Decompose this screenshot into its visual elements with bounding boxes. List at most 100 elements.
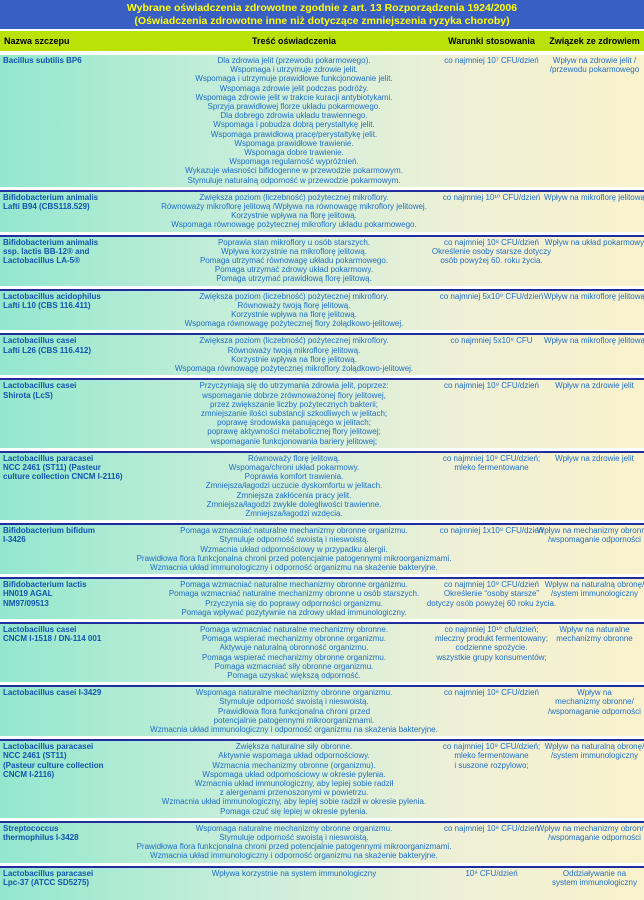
- column-header-claim: Treść oświadczenia: [251, 36, 337, 46]
- claim-line: Przyczyniają się do utrzymania zdrowia j…: [199, 381, 389, 391]
- relation-line: /wspomaganie odporności: [548, 706, 641, 716]
- claim-line: Wspomaga i utrzymuje prawidłowe funkcjon…: [195, 74, 393, 84]
- claims-cell: Przyczyniają się do utrzymania zdrowia j…: [150, 381, 438, 445]
- strain-line: CNCM I-1518 / DN-114 001: [3, 634, 102, 644]
- relation-line: Wpływ na zdrowie jelit: [555, 453, 634, 463]
- claims-cell: Zwiększa poziom (liczebność) pożytecznej…: [150, 292, 438, 329]
- condition-line: i suszone rozpylowo;: [454, 760, 529, 770]
- claim-line: Sprzyja prawidłowej florze układu pokarm…: [207, 102, 381, 112]
- table-row: Lactobacillus casei Shirota (LcS) Przyczy…: [0, 380, 644, 453]
- condition-line: Określenie “osoby starsze”: [443, 589, 540, 599]
- claim-line: Wspomaga zdrowie jelit w trakcie kuracji…: [195, 92, 393, 102]
- claim-line: Korzystnie wpływa na florę jelitową.: [231, 354, 357, 364]
- claim-line: zmniejszanie ilości substancji szkodliwy…: [200, 408, 388, 418]
- relation-line: Wpływ na układ pokarmowy: [544, 237, 644, 247]
- condition-line: mleczny produkt fermentowany;: [435, 634, 548, 644]
- claims-cell: Pomaga wzmacniać naturalne mechanizmy ob…: [150, 625, 438, 680]
- claim-line: Wpływa korzystnie na system immunologicz…: [211, 868, 377, 878]
- relation-line: Oddziaływanie na: [562, 868, 627, 878]
- strain-cell: Bifidobacterium animalis Lafti B94 (CBS11…: [0, 193, 150, 230]
- condition-line: 10⁹ CFU/dzień: [465, 868, 518, 878]
- table-row: Bifidobacterium lactis HN019 AGAL NM97/095…: [0, 579, 644, 624]
- strain-line: Lactobacillus casei: [3, 624, 77, 634]
- relation-line: /system immunologiczny: [550, 751, 639, 761]
- strain-line: (Pasteur culture collection: [3, 760, 104, 770]
- strain-cell: Bifidobacterium animalis ssp. lactis BB-1…: [0, 238, 150, 284]
- strain-line: NCC 2461 (ST11): [3, 751, 67, 761]
- relation-cell: Wpływ na mikroflorę jelitową: [544, 291, 644, 329]
- claim-line: Wspomaga i utrzymuje zdrowie jelit.: [230, 65, 358, 75]
- table-row: Lactobacillus casei Lafti L26 (CBS 116.41…: [0, 335, 644, 381]
- strain-line: CNCM I-2116): [3, 769, 55, 779]
- relation-line: Wpływ na: [577, 688, 612, 698]
- claim-line: Wspomaga naturalne mechanizmy obronne or…: [195, 823, 393, 833]
- claims-cell: Wspomaga naturalne mechanizmy obronne or…: [150, 688, 438, 734]
- condition-line: co najmniej 10⁹ CFU/dzień: [443, 580, 540, 590]
- claim-line: Pomaga wzmacniać siły obronne organizmu.: [214, 661, 374, 671]
- conditions-cell: co najmniej 10⁹ CFU/dzień; mleko fermento…: [438, 454, 545, 518]
- strain-cell: Bifidobacterium bifidum I-3426: [0, 526, 150, 572]
- strain-line: NM97/09513: [3, 598, 49, 608]
- claim-line: Wspomaga prawidłową pracę/perystaltykę j…: [210, 129, 378, 139]
- relation-line: Wpływ na mikroflorę jelitową: [544, 192, 644, 202]
- document-title: Wybrane oświadczenia zdrowotne zgodnie z…: [0, 0, 644, 29]
- strain-line: Lpc-37 (ATCC SD5275): [3, 877, 90, 887]
- conditions-cell: co najmniej 10⁷ CFU/dzień: [438, 56, 545, 185]
- column-header-relation: Związek ze zdrowiem: [549, 36, 640, 46]
- title-line-2: (Oświadczenia zdrowotne inne niż dotyczą…: [134, 14, 510, 27]
- claim-line: Stymuluje odporność swoistą i nieswoistą…: [219, 535, 369, 545]
- claim-line: poprawę środowiska panującego w jelitach…: [217, 418, 371, 428]
- claim-line: Pomaga utrzymać zdrowy układ pokarmowy.: [214, 265, 374, 275]
- relation-cell: Wpływ na mechanizmy obronne//wspomaganie…: [536, 823, 644, 861]
- strain-line: Bifidobacterium lactis: [3, 580, 87, 590]
- condition-line: co najmniej 10¹⁰ cfu/dzień;: [444, 624, 539, 634]
- relation-line: /wspomaganie odporności: [548, 535, 641, 545]
- relation-line: Wpływ na zdrowie jelit /: [552, 56, 637, 65]
- claim-line: Wykazuje własności bifidogenne w przewod…: [185, 166, 403, 176]
- claim-line: Wspomaga regularność wypróżnień.: [229, 157, 359, 167]
- strain-line: NCC 2461 (ST11) (Pasteur: [3, 462, 101, 472]
- claim-line: Pomaga wzmacniać naturalne mechanizmy ob…: [199, 624, 389, 634]
- table-row: Bifidobacterium animalis ssp. lactis BB-1…: [0, 236, 644, 291]
- table-row: Lactobacillus paracasei NCC 2461 (ST11) (…: [0, 452, 644, 526]
- condition-line: co najmniej 10⁸ CFU/dzień: [444, 688, 539, 698]
- table-row: Lactobacillus casei I-3429 Wspomaga natu…: [0, 687, 644, 742]
- claim-line: Pomaga wzmacniać naturalne mechanizmy ob…: [180, 526, 408, 536]
- conditions-cell: co najmniej 10⁹ CFU/dzień Określenie “oso…: [426, 580, 557, 617]
- claim-line: Wspomaga naturalne mechanizmy obronne or…: [195, 688, 393, 698]
- claim-line: Prawidłowa flora funkcjonalna chroni prz…: [217, 706, 371, 716]
- claims-cell: Pomaga wzmacniać naturalne mechanizmy ob…: [136, 526, 452, 572]
- relation-line: /system immunologiczny: [550, 589, 639, 599]
- claim-line: Zwiększa poziom (liczebność) pożytecznej…: [199, 291, 389, 301]
- claim-line: Prawidłowa flora funkcjonalna chroni prz…: [136, 553, 452, 563]
- condition-line: dotyczy osób powyżej 60 roku życia.: [426, 598, 557, 608]
- condition-line: co najmniej 10⁹ CFU/dzień: [443, 381, 540, 391]
- strain-line: Lactobacillus LA-5®: [3, 256, 81, 266]
- table-header: Nazwa szczepu Treść oświadczenia Warunki…: [0, 31, 644, 51]
- title-line-1: Wybrane oświadczenia zdrowotne zgodnie z…: [126, 2, 518, 14]
- claim-line: wspomaganie dobrze zrównoważonej flory j…: [202, 390, 386, 400]
- condition-line: codzienne spożycie.: [455, 643, 528, 653]
- table-row: Bacillus subtilis BP6 Dla zdrowia jelit …: [0, 55, 644, 192]
- claim-line: Równoważy mikroflorę jelitową /Wpływa na…: [161, 202, 427, 212]
- relation-line: Wpływ na mechanizmy obronne/: [536, 823, 644, 833]
- claim-line: Pomaga wspierać mechanizmy obronne organ…: [201, 634, 387, 644]
- claim-line: Aktywnie wspomaga układ odpornościowy.: [218, 751, 370, 761]
- strain-cell: Bacillus subtilis BP6: [0, 56, 150, 185]
- strain-line: Lafti L26 (CBS 116.412): [3, 345, 92, 355]
- claim-line: Dla zdrowia jelit (przewodu pokarmowego)…: [217, 56, 371, 65]
- claims-cell: Zwiększa naturalne siły obronne. Aktywnie…: [150, 742, 438, 816]
- claim-line: Pomaga wpływać pozytywnie na zdrowy ukła…: [181, 607, 407, 617]
- claim-line: Wspomaga i pobudza dobrą perystaltykę je…: [213, 120, 375, 130]
- conditions-cell: 10⁹ CFU/dzień: [438, 869, 545, 900]
- relation-line: mechanizmy obronne: [556, 634, 633, 644]
- relation-line: Wpływ na mikroflorę jelitową: [544, 291, 644, 301]
- column-header-strain: Nazwa szczepu: [4, 36, 70, 46]
- relation-cell: Wpływ na mechanizmy obronne//wspomaganie …: [545, 688, 644, 734]
- relation-cell: Wpływ na naturalną obronę//system immuno…: [545, 580, 644, 617]
- table-row: Bifidobacterium animalis Lafti B94 (CBS11…: [0, 191, 644, 237]
- claim-line: Wspomaga dobre trawienie.: [244, 148, 344, 158]
- claim-line: Poprawia komfort trawienia.: [244, 472, 344, 482]
- relation-line: Wpływ na naturalną obronę/: [544, 580, 644, 590]
